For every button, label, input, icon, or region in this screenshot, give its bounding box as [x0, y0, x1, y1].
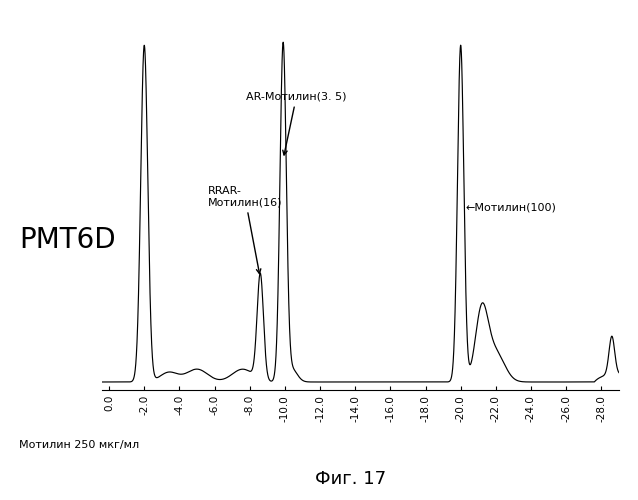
Text: Мотилин 250 мкг/мл: Мотилин 250 мкг/мл — [19, 440, 139, 450]
Text: Фиг. 17: Фиг. 17 — [315, 470, 387, 488]
Text: AR-Мотилин(3. 5): AR-Мотилин(3. 5) — [246, 92, 346, 155]
Text: RRAR-
Мотилин(16): RRAR- Мотилин(16) — [207, 186, 282, 274]
Text: PMT6D: PMT6D — [19, 226, 115, 254]
Text: ←Мотилин(100): ←Мотилин(100) — [466, 202, 557, 212]
